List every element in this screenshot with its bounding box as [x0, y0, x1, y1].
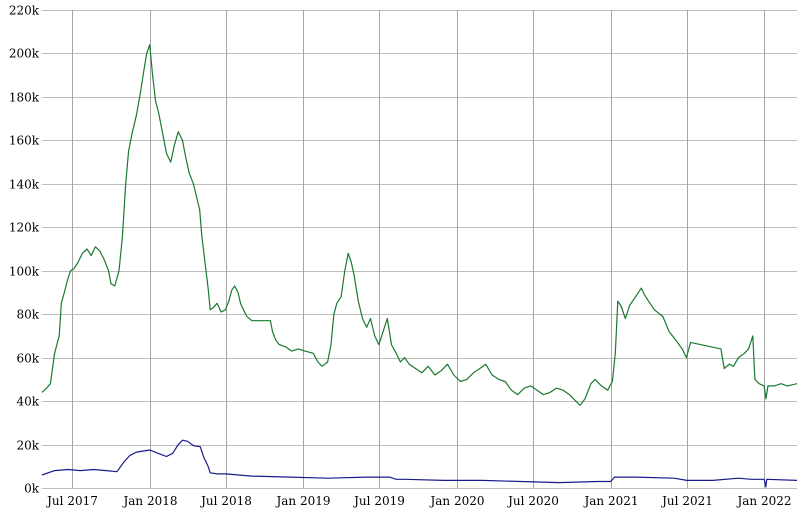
y-tick-label: 180k — [9, 91, 40, 105]
x-tick-label: Jul 2019 — [352, 494, 405, 508]
x-tick-label: Jan 2022 — [735, 494, 791, 508]
y-tick-label: 0k — [24, 482, 40, 496]
grid — [42, 10, 797, 489]
y-tick-label: 100k — [9, 265, 40, 279]
y-tick-label: 120k — [9, 221, 40, 235]
x-tick-label: Jul 2021 — [660, 494, 713, 508]
x-axis-ticks: Jul 2017 Jan 2018 Jul 2018 Jan 2019 Jul 2019… — [45, 494, 791, 508]
y-tick-label: 200k — [9, 47, 40, 61]
series-1 — [41, 44, 798, 406]
y-tick-label: 60k — [16, 352, 39, 366]
y-tick-label: 80k — [16, 308, 39, 322]
y-tick-label: 220k — [9, 4, 40, 18]
x-tick-label: Jul 2017 — [45, 494, 98, 508]
series-line — [41, 439, 798, 488]
x-tick-label: Jan 2018 — [121, 494, 177, 508]
x-tick-label: Jul 2020 — [506, 494, 559, 508]
series-group — [41, 44, 798, 488]
series-2 — [41, 439, 798, 488]
x-tick-label: Jan 2020 — [428, 494, 484, 508]
y-tick-label: 40k — [16, 395, 39, 409]
y-tick-label: 160k — [9, 134, 40, 148]
series-line — [41, 44, 798, 406]
x-tick-label: Jul 2018 — [199, 494, 252, 508]
y-axis-ticks: 0k 20k 40k 60k 80k 100k 120k 140k 160k 180k 200k 22… — [9, 4, 40, 496]
x-tick-label: Jan 2019 — [274, 494, 330, 508]
y-tick-label: 140k — [9, 178, 40, 192]
x-tick-label: Jan 2021 — [582, 494, 638, 508]
y-tick-label: 20k — [16, 439, 39, 453]
